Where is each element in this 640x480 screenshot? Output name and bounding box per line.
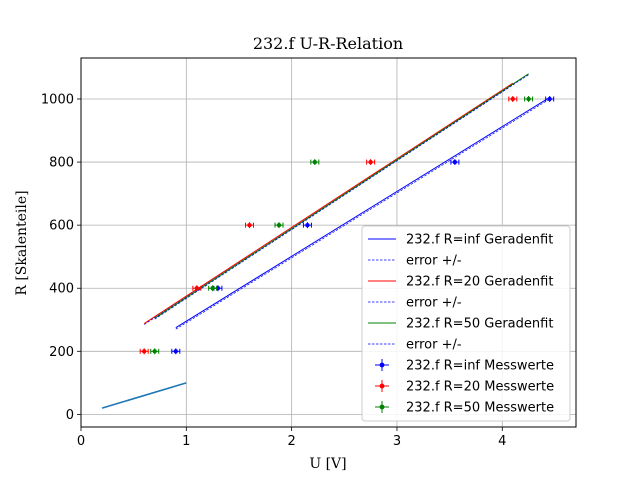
point-marker bbox=[312, 159, 318, 165]
point-marker bbox=[547, 96, 552, 102]
point-marker bbox=[526, 96, 531, 102]
data-point bbox=[245, 222, 255, 229]
x-tick-label: 4 bbox=[498, 434, 506, 449]
data-point bbox=[545, 96, 555, 102]
data-point bbox=[450, 159, 460, 166]
data-point bbox=[508, 96, 518, 102]
chart-title: 232.f U-R-Relation bbox=[253, 34, 403, 53]
legend-label: 232.f R=50 Geradenfit bbox=[406, 317, 553, 332]
fit-line bbox=[143, 82, 514, 324]
fit-line bbox=[154, 73, 529, 319]
data-point bbox=[274, 222, 284, 229]
y-tick-label: 800 bbox=[49, 156, 74, 171]
data-point bbox=[208, 285, 218, 292]
y-tick-label: 0 bbox=[66, 408, 74, 423]
legend-entry: error +/- bbox=[368, 296, 462, 311]
point-marker bbox=[210, 286, 215, 291]
point-marker bbox=[194, 286, 200, 291]
legend-entry: 232.f R=inf Geradenfit bbox=[368, 233, 553, 248]
data-point bbox=[310, 159, 320, 166]
legend-entry: error +/- bbox=[368, 338, 462, 353]
data-point bbox=[150, 348, 160, 355]
legend-box bbox=[361, 225, 571, 422]
point-marker bbox=[141, 349, 147, 354]
fit-line bbox=[175, 96, 550, 329]
data-point bbox=[192, 285, 202, 292]
point-marker bbox=[173, 349, 178, 354]
x-tick-label: 1 bbox=[182, 434, 190, 449]
legend-entry: 232.f R=inf Messwerte bbox=[375, 359, 554, 374]
legend-entry: 232.f R=20 Messwerte bbox=[375, 380, 554, 395]
legend-label: 232.f R=20 Geradenfit bbox=[406, 275, 553, 290]
error-band-line bbox=[154, 74, 529, 320]
legend-label: error +/- bbox=[406, 254, 462, 269]
legend-entry: error +/- bbox=[368, 254, 462, 269]
point-marker bbox=[247, 222, 252, 228]
error-band-line bbox=[175, 98, 550, 330]
grid-lines bbox=[80, 58, 576, 427]
point-marker bbox=[276, 222, 282, 228]
fit-line bbox=[101, 382, 187, 409]
legend-entry: 232.f R=50 Geradenfit bbox=[368, 317, 553, 332]
plot-frame bbox=[80, 57, 577, 428]
plot-marks bbox=[101, 73, 555, 409]
data-point bbox=[171, 348, 181, 355]
data-point bbox=[139, 348, 149, 355]
x-tick-label: 2 bbox=[287, 434, 295, 449]
y-tick-label: 400 bbox=[49, 282, 74, 297]
data-point bbox=[524, 96, 534, 102]
legend-marker bbox=[379, 383, 385, 389]
legend-label: error +/- bbox=[406, 296, 462, 311]
point-marker bbox=[510, 96, 516, 102]
y-tick-label: 200 bbox=[49, 345, 74, 360]
axis-ticks: 0 1 2 3 4 0 200 400 600 800 1000 bbox=[41, 93, 507, 450]
x-axis-label: U [V] bbox=[309, 456, 346, 472]
legend-label: 232.f R=20 Messwerte bbox=[406, 380, 554, 395]
data-point bbox=[366, 159, 376, 166]
y-axis-label: R [Skalenteile] bbox=[14, 190, 30, 295]
legend-label: 232.f R=50 Messwerte bbox=[406, 401, 554, 416]
legend-label: 232.f R=inf Messwerte bbox=[406, 359, 554, 374]
legend-entry: 232.f R=50 Messwerte bbox=[375, 401, 554, 416]
legend: 232.f R=inf Geradenfit error +/- 232.f R=2… bbox=[361, 225, 571, 422]
legend-entry: 232.f R=20 Geradenfit bbox=[368, 275, 553, 290]
y-tick-label: 1000 bbox=[41, 93, 74, 108]
legend-marker bbox=[379, 404, 385, 410]
y-tick-label: 600 bbox=[49, 219, 74, 234]
point-marker bbox=[368, 159, 373, 165]
point-marker bbox=[305, 222, 310, 228]
legend-label: error +/- bbox=[406, 338, 462, 353]
data-point bbox=[302, 222, 312, 229]
legend-marker bbox=[379, 362, 385, 368]
point-marker bbox=[152, 349, 157, 354]
point-marker bbox=[452, 159, 458, 165]
x-tick-label: 3 bbox=[393, 434, 401, 449]
x-tick-label: 0 bbox=[77, 434, 85, 449]
legend-label: 232.f R=inf Geradenfit bbox=[406, 233, 553, 248]
